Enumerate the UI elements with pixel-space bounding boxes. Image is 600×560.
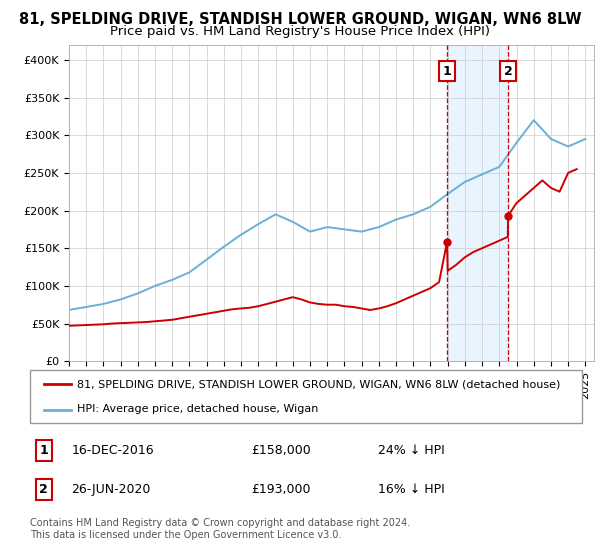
Text: 26-JUN-2020: 26-JUN-2020 (71, 483, 151, 496)
Text: £158,000: £158,000 (251, 444, 311, 457)
Text: HPI: Average price, detached house, Wigan: HPI: Average price, detached house, Wiga… (77, 404, 318, 414)
Text: 2: 2 (503, 64, 512, 78)
Text: 16-DEC-2016: 16-DEC-2016 (71, 444, 154, 457)
Text: 16% ↓ HPI: 16% ↓ HPI (378, 483, 445, 496)
Text: 1: 1 (443, 64, 451, 78)
Text: 1: 1 (40, 444, 48, 457)
Text: £193,000: £193,000 (251, 483, 310, 496)
Text: Price paid vs. HM Land Registry's House Price Index (HPI): Price paid vs. HM Land Registry's House … (110, 25, 490, 38)
Text: 81, SPELDING DRIVE, STANDISH LOWER GROUND, WIGAN, WN6 8LW: 81, SPELDING DRIVE, STANDISH LOWER GROUN… (19, 12, 581, 27)
Text: 24% ↓ HPI: 24% ↓ HPI (378, 444, 445, 457)
Text: Contains HM Land Registry data © Crown copyright and database right 2024.
This d: Contains HM Land Registry data © Crown c… (30, 518, 410, 540)
FancyBboxPatch shape (30, 370, 582, 423)
Text: 81, SPELDING DRIVE, STANDISH LOWER GROUND, WIGAN, WN6 8LW (detached house): 81, SPELDING DRIVE, STANDISH LOWER GROUN… (77, 380, 560, 390)
Bar (447, 45, 508, 361)
Text: 2: 2 (40, 483, 48, 496)
